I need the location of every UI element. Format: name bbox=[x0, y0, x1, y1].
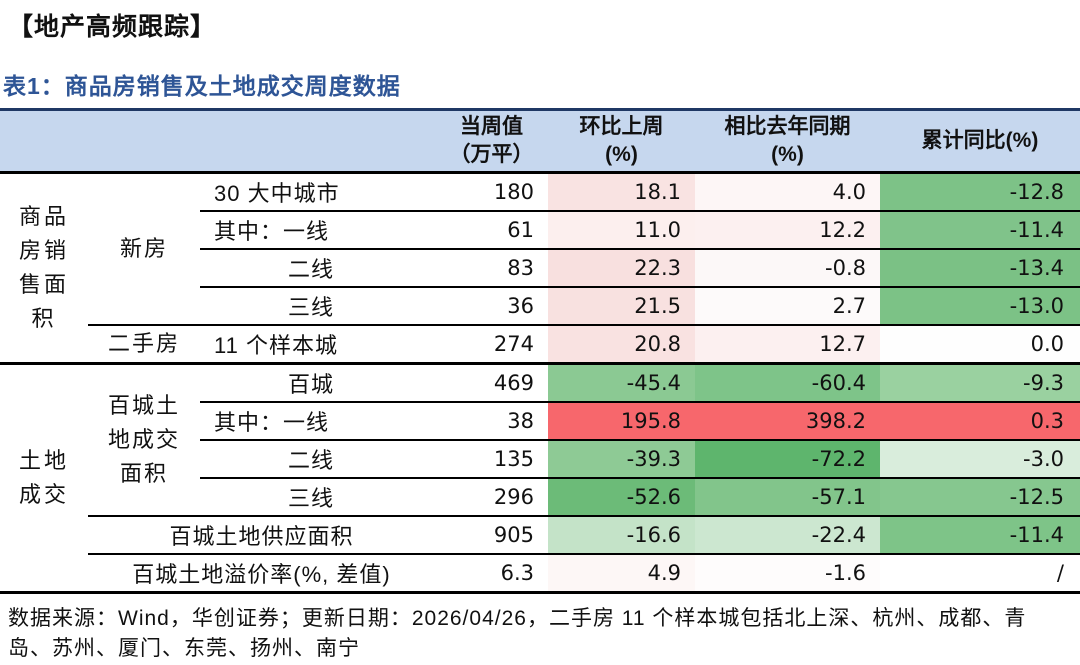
cum-cell: -13.0 bbox=[880, 286, 1080, 325]
cum-cell: -13.4 bbox=[880, 248, 1080, 287]
row-label: 二线 bbox=[200, 439, 435, 478]
wow-cell: 20.8 bbox=[548, 324, 695, 364]
yoy-cell: -22.4 bbox=[695, 515, 880, 554]
row-label: 11 个样本城 bbox=[200, 324, 435, 364]
col-header-yoy: 相比去年同期 (%) bbox=[695, 109, 880, 174]
yoy-cell: -1.6 bbox=[695, 553, 880, 593]
cum-cell: -12.8 bbox=[880, 172, 1080, 211]
table-row: 商品 房销 售面 积 新房 30 大中城市 180 18.1 4.0 -12.8 bbox=[0, 172, 1080, 331]
row-label: 三线 bbox=[200, 477, 435, 516]
row-label: 百城土地供应面积 bbox=[88, 515, 435, 554]
wow-cell: -52.6 bbox=[548, 477, 695, 516]
value-cell: 905 bbox=[435, 515, 548, 554]
row-label: 百城土地溢价率(%, 差值) bbox=[88, 553, 435, 593]
data-source-note: 数据来源：Wind，华创证券；更新日期：2026/04/26，二手房 11 个样… bbox=[8, 607, 1027, 661]
table-caption: 表1：商品房销售及土地成交周度数据 bbox=[3, 73, 401, 99]
wow-cell: -39.3 bbox=[548, 439, 695, 478]
yoy-cell: 12.7 bbox=[695, 324, 880, 364]
weekly-data-table: 当周值 （万平） 环比上周 (%) 相比去年同期 (%) 累计同比(%) 商品 … bbox=[0, 108, 1080, 594]
table-row: 二手房 11 个样本城 274 20.8 12.7 0.0 bbox=[0, 324, 1080, 364]
wow-cell: -45.4 bbox=[548, 362, 695, 402]
cum-cell: -11.4 bbox=[880, 210, 1080, 249]
group-cell-sales: 商品 房销 售面 积 bbox=[18, 203, 69, 332]
row-label: 30 大中城市 bbox=[214, 181, 340, 206]
group-cell-land: 土地 成交 bbox=[0, 362, 88, 593]
table-row: 二线 135 -39.3 -72.2 -3.0 bbox=[0, 439, 1080, 478]
table-row: 土地 成交 百城土 地成交 面积 百城 469 -45.4 -60.4 -9.3 bbox=[0, 362, 1080, 593]
wow-cell: -16.6 bbox=[548, 515, 695, 554]
value-cell: 6.3 bbox=[435, 553, 548, 593]
wow-cell: 21.5 bbox=[548, 286, 695, 325]
cum-cell: -3.0 bbox=[880, 439, 1080, 478]
value-cell: 180 bbox=[493, 180, 534, 204]
row-label: 其中：一线 bbox=[200, 401, 435, 440]
wow-cell: 22.3 bbox=[548, 248, 695, 287]
yoy-cell: -57.1 bbox=[695, 477, 880, 516]
row-label: 百城 bbox=[200, 362, 435, 402]
row-label: 三线 bbox=[200, 286, 435, 325]
yoy-cell: -0.8 bbox=[695, 248, 880, 287]
value-cell: 135 bbox=[435, 439, 548, 478]
yoy-cell: -72.2 bbox=[695, 439, 880, 478]
table-row: 二线 83 22.3 -0.8 -13.4 bbox=[0, 248, 1080, 287]
table-row: 其中：一线 61 11.0 12.2 -11.4 bbox=[0, 210, 1080, 249]
table-row: 百城土地溢价率(%, 差值) 6.3 4.9 -1.6 / bbox=[0, 553, 1080, 593]
row-label: 二线 bbox=[200, 248, 435, 287]
page-title: 【地产高频跟踪】 bbox=[8, 13, 217, 41]
yoy-cell: 4.0 bbox=[695, 172, 880, 211]
table-row: 其中：一线 38 195.8 398.2 0.3 bbox=[0, 401, 1080, 440]
value-cell: 274 bbox=[435, 324, 548, 364]
col-header-wow: 环比上周 (%) bbox=[548, 109, 695, 174]
wow-cell: 18.1 bbox=[548, 172, 695, 211]
header-spacer bbox=[0, 109, 435, 174]
wow-cell: 195.8 bbox=[548, 401, 695, 440]
wow-cell: 4.9 bbox=[548, 553, 695, 593]
cum-cell: -11.4 bbox=[880, 515, 1080, 554]
value-cell: 469 bbox=[435, 362, 548, 402]
header-row: 当周值 （万平） 环比上周 (%) 相比去年同期 (%) 累计同比(%) bbox=[0, 109, 1080, 174]
sub-cell-new-home: 新房 bbox=[119, 235, 168, 261]
value-cell: 296 bbox=[435, 477, 548, 516]
table-row: 百城土地供应面积 905 -16.6 -22.4 -11.4 bbox=[0, 515, 1080, 554]
yoy-cell: -60.4 bbox=[695, 362, 880, 402]
value-cell: 83 bbox=[435, 248, 548, 287]
col-header-cumulative: 累计同比(%) bbox=[880, 109, 1080, 174]
cum-cell: 0.3 bbox=[880, 401, 1080, 440]
value-cell: 36 bbox=[435, 286, 548, 325]
wow-cell: 11.0 bbox=[548, 210, 695, 249]
table-row: 三线 36 21.5 2.7 -13.0 bbox=[0, 286, 1080, 325]
sub-cell-land-deal: 百城土 地成交 面积 bbox=[88, 362, 200, 516]
row-label: 其中：一线 bbox=[200, 210, 435, 249]
col-header-weekly-value: 当周值 （万平） bbox=[435, 109, 548, 174]
value-cell: 61 bbox=[435, 210, 548, 249]
cum-cell: / bbox=[880, 553, 1080, 593]
yoy-cell: 398.2 bbox=[695, 401, 880, 440]
table-row: 三线 296 -52.6 -57.1 -12.5 bbox=[0, 477, 1080, 516]
cum-cell: -12.5 bbox=[880, 477, 1080, 516]
yoy-cell: 2.7 bbox=[695, 286, 880, 325]
cum-cell: 0.0 bbox=[880, 324, 1080, 364]
cum-cell: -9.3 bbox=[880, 362, 1080, 402]
yoy-cell: 12.2 bbox=[695, 210, 880, 249]
sub-cell-second-hand: 二手房 bbox=[88, 324, 200, 364]
value-cell: 38 bbox=[435, 401, 548, 440]
